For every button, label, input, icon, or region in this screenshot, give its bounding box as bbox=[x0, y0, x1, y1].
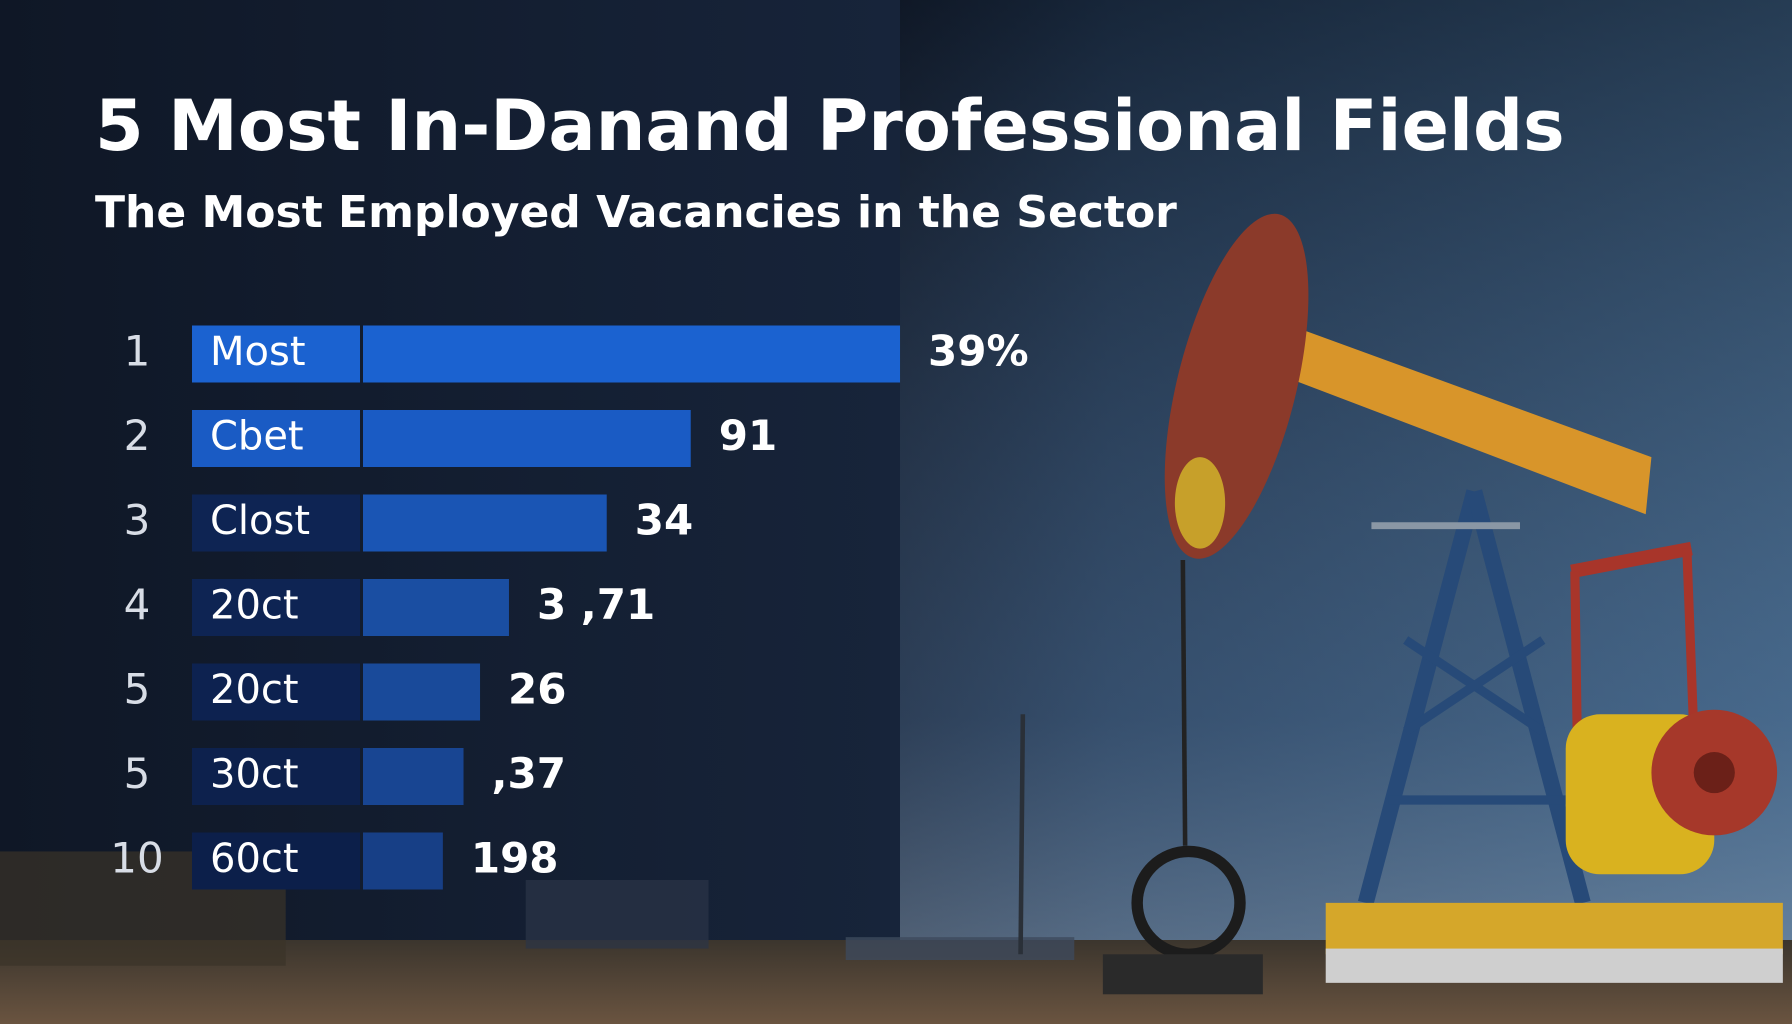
category-label: 20ct bbox=[210, 667, 299, 713]
category-box bbox=[192, 748, 360, 805]
bar bbox=[363, 832, 443, 890]
rank-label: 5 bbox=[124, 665, 151, 714]
bar bbox=[363, 325, 901, 383]
category-label: 60ct bbox=[210, 836, 299, 882]
category-box bbox=[192, 494, 360, 552]
value-label: ,37 bbox=[492, 749, 566, 798]
rank-label: 4 bbox=[124, 580, 151, 629]
category-box bbox=[192, 832, 360, 890]
category-label: 20ct bbox=[210, 583, 299, 629]
bar bbox=[363, 748, 464, 805]
rank-label: 5 bbox=[124, 749, 151, 798]
value-label: 39% bbox=[928, 327, 1029, 376]
value-label: 3 ,71 bbox=[537, 580, 655, 629]
category-label: 30ct bbox=[210, 752, 299, 798]
bar bbox=[363, 663, 481, 721]
category-label: Clost bbox=[210, 498, 310, 544]
value-label: 26 bbox=[508, 665, 566, 714]
rank-label: 10 bbox=[110, 834, 163, 883]
bar-chart: 1 Most 39% 2 Cbet 91 3 Clost 34 4 20ct 3 ,71 5 20ct 26… bbox=[110, 325, 1029, 890]
value-label: 198 bbox=[471, 834, 559, 883]
rank-label: 1 bbox=[124, 327, 151, 376]
category-label: Cbet bbox=[210, 414, 304, 460]
bar bbox=[363, 494, 607, 552]
chart-subtitle: The Most Employed Vacancies in the Secto… bbox=[95, 187, 1177, 238]
category-label: Most bbox=[210, 329, 306, 375]
value-label: 34 bbox=[635, 496, 693, 545]
category-box bbox=[192, 579, 360, 636]
rank-label: 3 bbox=[124, 496, 151, 545]
category-box bbox=[192, 663, 360, 721]
category-box bbox=[192, 325, 360, 383]
chart-title: 5 Most In-Danand Professional Fields bbox=[95, 85, 1565, 167]
rank-label: 2 bbox=[124, 411, 151, 460]
bar bbox=[363, 410, 691, 467]
category-box bbox=[192, 410, 360, 467]
value-label: 91 bbox=[719, 411, 777, 460]
bar bbox=[363, 579, 509, 636]
